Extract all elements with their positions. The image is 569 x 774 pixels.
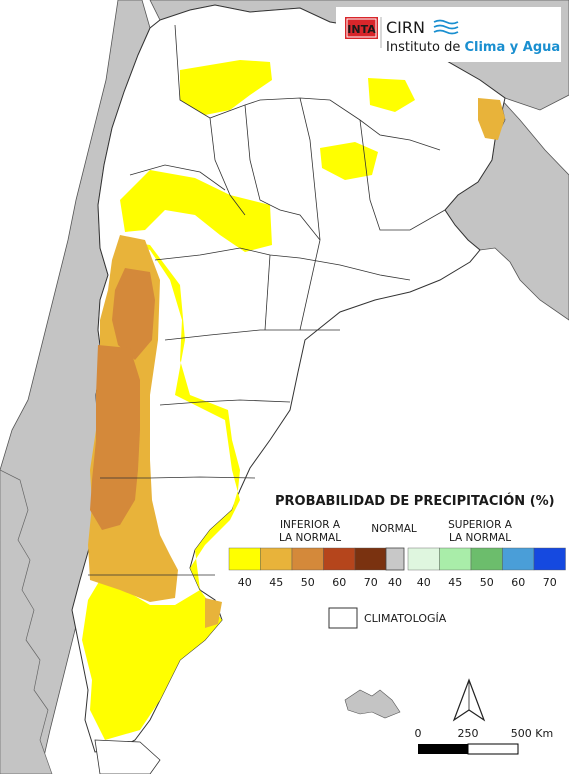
above-swatch-3 [502, 547, 535, 571]
above-swatch-0 [407, 547, 440, 571]
zone-40-patagonia [82, 240, 240, 740]
above-label-3: 60 [511, 576, 525, 589]
above-label-0: 40 [417, 576, 431, 589]
below-label-1: 45 [269, 576, 283, 589]
above-label-1: 45 [448, 576, 462, 589]
zone-40-northeast [368, 78, 415, 112]
inta-badge [345, 17, 378, 39]
institute-text: Instituto de Clima y Agua [386, 40, 560, 55]
swatch-normal [385, 547, 405, 571]
institute-prefix: Instituto de [386, 40, 464, 55]
zone-50-andes-south [90, 345, 140, 530]
north-arrow-icon [452, 678, 486, 722]
province-borders [88, 24, 446, 576]
scale-label-500: 500 Km [511, 727, 553, 740]
legend-above-line1: SUPERIOR A [448, 519, 513, 531]
below-swatch-1 [260, 547, 293, 571]
climatology-label: CLIMATOLOGÍA [364, 612, 447, 625]
inta-badge-text: INTA [347, 23, 376, 36]
swatch-climatology [328, 607, 358, 629]
below-label-3: 60 [332, 576, 346, 589]
labels-below: 40 45 50 60 70 [238, 576, 378, 589]
swatches-above [407, 547, 566, 571]
above-swatch-4 [533, 547, 566, 571]
above-swatch-1 [439, 547, 472, 571]
below-label-2: 50 [301, 576, 315, 589]
above-label-2: 50 [480, 576, 494, 589]
label-normal: 40 [388, 576, 402, 589]
below-swatch-0 [228, 547, 261, 571]
zone-40-cuyo [120, 170, 272, 252]
legend: PROBABILIDAD DE PRECIPITACIÓN (%) INFERI… [228, 493, 566, 629]
zone-40-center [320, 142, 378, 180]
logo: INTA CIRN Instituto de Clima y Agua [336, 7, 561, 62]
tierra-del-fuego [94, 739, 161, 774]
chile-fjords [0, 469, 53, 774]
zone-45-misiones [478, 98, 505, 140]
below-swatch-3 [323, 547, 356, 571]
malvinas-islands [344, 689, 401, 719]
scale-segment-dark [418, 744, 468, 754]
below-label-0: 40 [238, 576, 252, 589]
swatches-below [228, 547, 387, 571]
waves-icon [433, 19, 459, 35]
below-swatch-4 [354, 547, 387, 571]
inta-badge-frame [346, 18, 377, 38]
legend-normal-label: NORMAL [371, 523, 417, 535]
legend-below-line2: LA NORMAL [279, 532, 341, 544]
above-label-4: 70 [543, 576, 557, 589]
zone-40-northwest [180, 60, 272, 115]
cirn-text: CIRN [386, 18, 425, 37]
scale-bar: 0 250 500 Km [415, 727, 553, 755]
legend-title: PROBABILIDAD DE PRECIPITACIÓN (%) [275, 493, 555, 509]
labels-above: 40 45 50 60 70 [417, 576, 557, 589]
zone-45-coast [205, 598, 222, 628]
legend-below-line1: INFERIOR A [280, 519, 341, 531]
legend-above-line2: LA NORMAL [449, 532, 511, 544]
precip-zones [82, 60, 505, 740]
institute-highlight: Clima y Agua [464, 40, 560, 55]
scale-label-0: 0 [415, 727, 422, 740]
above-swatch-2 [470, 547, 503, 571]
scale-label-250: 250 [458, 727, 479, 740]
below-swatch-2 [291, 547, 324, 571]
zone-50-andes-north [112, 268, 155, 360]
scale-segment-light [467, 743, 519, 755]
below-label-4: 70 [364, 576, 378, 589]
